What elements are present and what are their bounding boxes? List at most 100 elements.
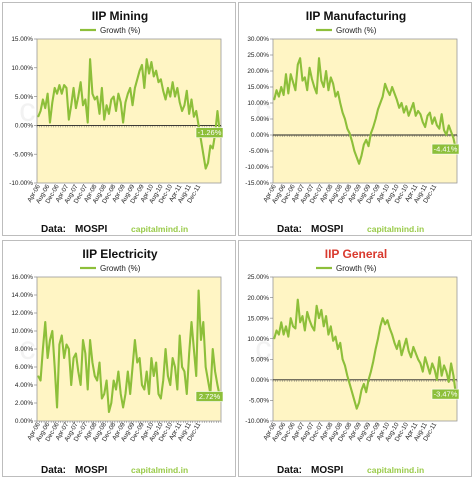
- data-point: [431, 123, 433, 125]
- data-point: [87, 121, 89, 124]
- data-point: [304, 329, 306, 332]
- last-value-label: 2.72%: [199, 392, 221, 401]
- data-point: [403, 112, 405, 114]
- data-point: [200, 339, 202, 341]
- data-point: [294, 327, 297, 330]
- last-value-callout: [431, 143, 460, 155]
- data-point: [450, 131, 452, 133]
- data-point: [101, 397, 103, 400]
- y-tick-label: -10.00%: [9, 180, 33, 187]
- y-tick-label: -10.00%: [245, 164, 269, 171]
- data-point: [384, 323, 386, 325]
- y-tick-label: 6.00%: [15, 364, 33, 371]
- plot-area: [272, 276, 458, 422]
- data-point: [358, 401, 360, 404]
- footer-source-name: MOSPI: [75, 224, 107, 235]
- data-point: [285, 325, 287, 327]
- y-tick-label: 12.00%: [11, 310, 33, 317]
- y-tick-label: -5.00%: [249, 398, 270, 405]
- chart-svg: capitalmind.in IIP Electricity Growth (%) 1…: [11, 247, 224, 476]
- data-point: [275, 89, 278, 91]
- chart-title: IIP Mining: [92, 9, 148, 23]
- data-point: [155, 70, 157, 72]
- data-point: [384, 83, 386, 85]
- data-point: [441, 113, 443, 115]
- data-point: [155, 361, 157, 364]
- chart-panel-iip-general: capitalmind.in IIP General Growth (%) 25.00…: [238, 240, 472, 477]
- data-point: [136, 361, 138, 364]
- last-value-callout: [195, 391, 224, 402]
- data-point: [167, 87, 169, 89]
- data-point: [84, 98, 86, 101]
- data-point: [393, 342, 396, 344]
- data-point: [410, 108, 412, 110]
- data-point: [72, 357, 75, 359]
- data-point: [400, 102, 403, 104]
- data-point: [391, 86, 393, 88]
- legend-label: Growth (%): [336, 264, 377, 273]
- data-point: [91, 93, 94, 95]
- chart-title: IIP Manufacturing: [306, 9, 406, 23]
- footer-site: capitalmind.in: [367, 465, 424, 475]
- data-point: [80, 81, 82, 83]
- data-point: [452, 137, 455, 139]
- data-point: [115, 388, 117, 391]
- data-point: [398, 340, 400, 342]
- data-point: [280, 86, 282, 88]
- data-point: [450, 362, 452, 364]
- data-point: [448, 124, 450, 126]
- data-point: [181, 110, 183, 112]
- data-point: [448, 381, 450, 383]
- data-point: [330, 325, 332, 327]
- data-point: [346, 128, 348, 130]
- footer-source-name: MOSPI: [75, 465, 107, 476]
- data-point: [157, 393, 160, 395]
- data-point: [377, 108, 379, 110]
- data-point: [150, 61, 153, 63]
- data-point: [44, 321, 46, 323]
- data-point: [337, 91, 339, 93]
- data-point: [379, 102, 381, 104]
- data-point: [216, 110, 219, 112]
- data-point: [436, 124, 438, 126]
- data-point: [127, 370, 129, 373]
- data-point: [101, 87, 103, 89]
- data-point: [68, 119, 70, 121]
- data-point: [375, 118, 377, 120]
- data-point: [162, 379, 164, 382]
- data-point: [429, 373, 431, 375]
- data-point: [353, 150, 355, 152]
- data-point: [316, 305, 318, 307]
- data-point: [77, 370, 79, 373]
- chart-panel-iip-mining: capitalmind.in IIP Mining Growth (%) 15.00%…: [2, 2, 236, 236]
- data-point: [193, 348, 195, 350]
- data-point: [51, 330, 53, 332]
- data-point: [110, 402, 112, 404]
- data-point: [39, 110, 42, 112]
- data-point: [143, 87, 145, 89]
- data-point: [419, 362, 422, 364]
- data-point: [195, 110, 197, 112]
- data-point: [179, 334, 181, 337]
- data-point: [297, 64, 299, 66]
- data-point: [113, 96, 115, 98]
- data-point: [363, 383, 365, 385]
- data-point: [389, 327, 391, 330]
- y-tick-label: -5.00%: [13, 151, 34, 158]
- data-point: [441, 375, 443, 377]
- series-line-growth: [37, 58, 221, 170]
- data-point: [360, 389, 363, 391]
- y-tick-label: 15.00%: [11, 36, 33, 43]
- data-point: [169, 384, 171, 386]
- y-tick-label: 10.00%: [247, 100, 269, 107]
- footer-site: capitalmind.in: [131, 465, 188, 475]
- data-point: [200, 139, 202, 141]
- data-point: [443, 129, 445, 131]
- last-value-label: -4.41%: [434, 145, 458, 154]
- data-point: [94, 375, 96, 377]
- data-point: [188, 113, 190, 115]
- series-line-growth: [273, 298, 457, 410]
- data-point: [299, 57, 301, 59]
- data-point: [316, 92, 318, 94]
- data-point: [146, 370, 148, 373]
